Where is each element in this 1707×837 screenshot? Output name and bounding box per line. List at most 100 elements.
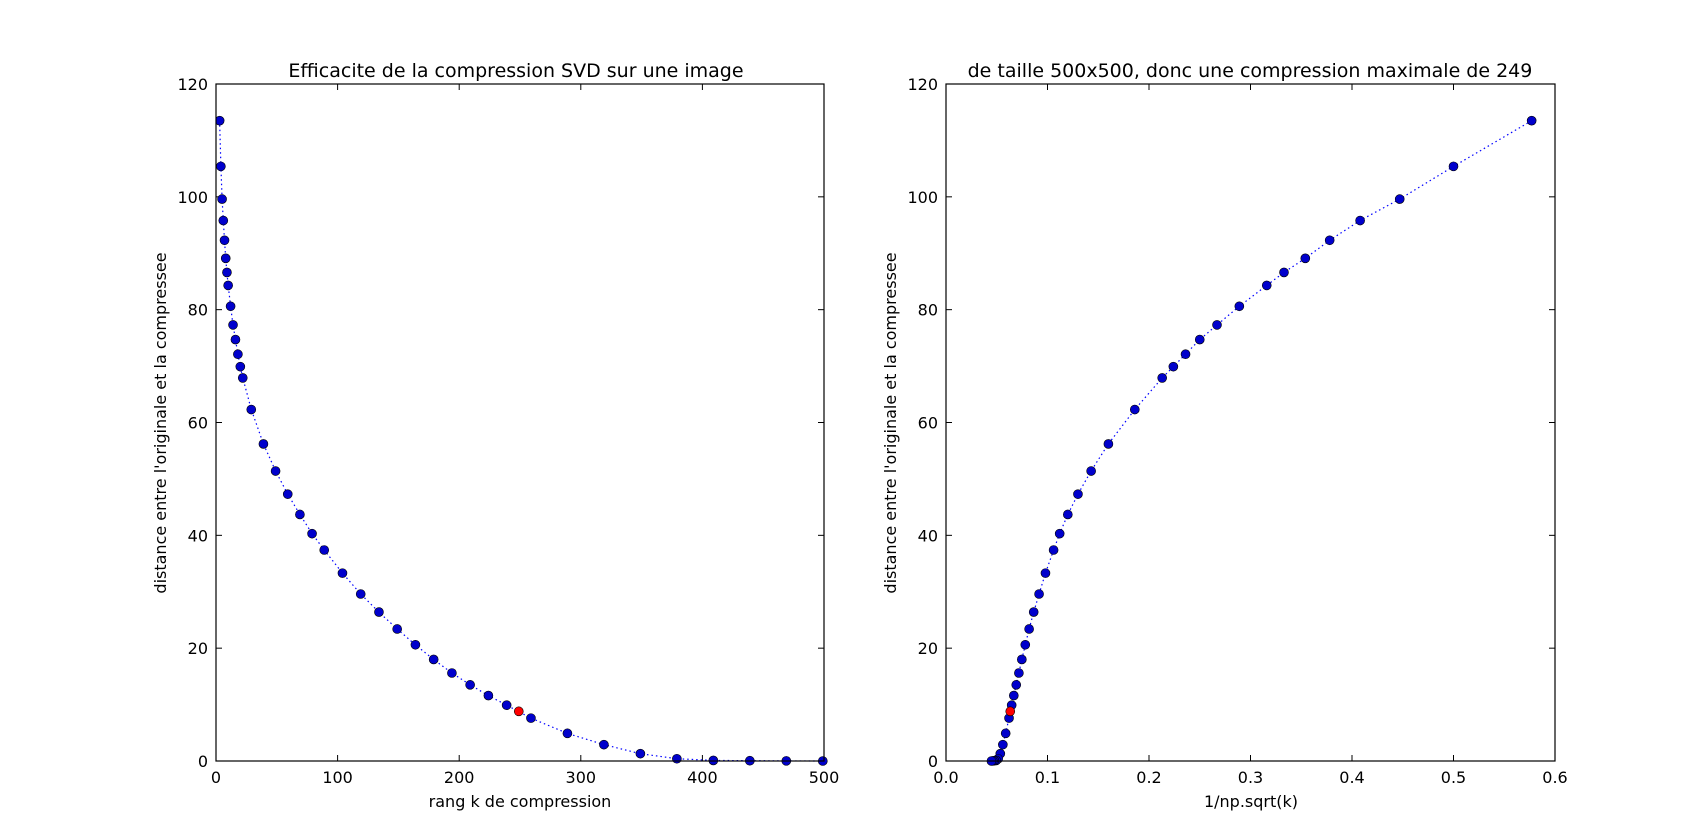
right-y-tick-label: 80 bbox=[918, 301, 938, 320]
left-data-point bbox=[225, 301, 236, 312]
left-subplot: Efficacite de la compression SVD sur une… bbox=[151, 60, 839, 811]
right-data-point bbox=[1040, 568, 1051, 578]
left-data-point bbox=[258, 439, 269, 449]
left-data-point bbox=[465, 680, 475, 690]
left-data-point bbox=[355, 589, 366, 599]
left-data-point bbox=[230, 334, 241, 345]
right-data-point bbox=[1194, 334, 1205, 345]
left-x-tick-label: 500 bbox=[809, 768, 840, 787]
right-data-point bbox=[1355, 215, 1365, 226]
left-data-point bbox=[237, 373, 248, 383]
left-data-point bbox=[428, 654, 439, 665]
left-data-point bbox=[217, 194, 227, 204]
right-data-point bbox=[1180, 349, 1191, 360]
left-x-tick-label: 100 bbox=[322, 768, 353, 787]
left-data-point bbox=[216, 115, 225, 126]
left-y-tick-label: 120 bbox=[177, 75, 208, 94]
right-data-point bbox=[1017, 654, 1027, 665]
right-data-point bbox=[1024, 624, 1034, 634]
left-data-point bbox=[222, 267, 232, 278]
right-chart-title: de taille 500x500, donc une compression … bbox=[968, 60, 1533, 82]
right-data-point bbox=[1054, 528, 1065, 539]
right-x-tick-label: 0.0 bbox=[933, 768, 958, 787]
left-data-point bbox=[233, 349, 243, 360]
left-data-point bbox=[219, 235, 230, 246]
right-y-tick-label: 0 bbox=[928, 752, 938, 771]
right-series-line bbox=[991, 120, 1533, 762]
right-data-point bbox=[1279, 267, 1289, 278]
right-data-point bbox=[1394, 194, 1405, 204]
right-highlight-point bbox=[1005, 706, 1016, 717]
right-data-point bbox=[1073, 489, 1083, 499]
left-data-point bbox=[562, 728, 573, 739]
left-y-tick-label: 100 bbox=[177, 188, 208, 207]
left-data-point bbox=[501, 700, 512, 710]
right-x-tick-label: 0.6 bbox=[1542, 768, 1567, 787]
right-y-tick-label: 100 bbox=[907, 188, 938, 207]
left-data-point bbox=[337, 568, 348, 578]
right-data-point bbox=[1448, 161, 1459, 172]
right-data-point bbox=[1157, 373, 1167, 383]
left-data-point bbox=[392, 624, 402, 634]
left-x-axis-label: rang k de compression bbox=[429, 792, 612, 811]
right-x-tick-label: 0.5 bbox=[1441, 768, 1466, 787]
left-data-point bbox=[307, 528, 317, 539]
right-data-point bbox=[1063, 509, 1073, 520]
left-data-point bbox=[410, 639, 421, 650]
right-x-axis-label: 1/np.sqrt(k) bbox=[1204, 792, 1298, 811]
left-data-point bbox=[483, 690, 494, 701]
left-y-axis-label: distance entre l'originale et la compres… bbox=[151, 252, 170, 593]
left-x-tick-label: 200 bbox=[444, 768, 475, 787]
left-data-point bbox=[223, 280, 233, 291]
right-data-point bbox=[1011, 680, 1022, 690]
left-y-tick-label: 80 bbox=[188, 301, 208, 320]
left-highlight-point bbox=[513, 706, 524, 717]
left-data-point bbox=[282, 489, 293, 499]
right-markers bbox=[986, 115, 1537, 766]
right-data-point bbox=[1103, 439, 1114, 449]
left-data-point bbox=[635, 748, 646, 759]
right-data-point bbox=[1020, 639, 1031, 650]
left-y-tick-label: 40 bbox=[188, 526, 208, 545]
right-data-point bbox=[1028, 607, 1039, 617]
left-data-point bbox=[599, 739, 609, 750]
left-data-point bbox=[235, 361, 246, 372]
right-x-tick-label: 0.1 bbox=[1035, 768, 1060, 787]
right-y-tick-label: 20 bbox=[918, 639, 938, 658]
right-data-point bbox=[1034, 589, 1044, 599]
left-data-point bbox=[319, 545, 330, 555]
right-data-point bbox=[1009, 690, 1019, 701]
left-data-point bbox=[220, 253, 231, 264]
left-data-point bbox=[228, 320, 238, 330]
left-data-point bbox=[447, 668, 457, 678]
right-data-point bbox=[1168, 361, 1179, 372]
right-data-point bbox=[1014, 668, 1024, 678]
left-plot-frame bbox=[215, 83, 825, 762]
left-data-point bbox=[218, 215, 229, 226]
right-data-point bbox=[1324, 235, 1335, 246]
right-x-tick-label: 0.3 bbox=[1238, 768, 1263, 787]
right-data-point bbox=[1000, 728, 1011, 739]
left-chart-title: Efficacite de la compression SVD sur une… bbox=[288, 60, 743, 82]
right-subplot: de taille 500x500, donc une compression … bbox=[881, 60, 1568, 811]
right-data-point bbox=[1048, 545, 1059, 555]
right-y-tick-label: 60 bbox=[918, 414, 938, 433]
right-data-point bbox=[1526, 115, 1537, 126]
left-y-tick-label: 0 bbox=[198, 752, 208, 771]
right-data-point bbox=[1234, 301, 1245, 312]
right-x-tick-label: 0.4 bbox=[1339, 768, 1364, 787]
left-markers bbox=[216, 115, 828, 766]
right-data-point bbox=[1212, 320, 1222, 330]
right-data-point bbox=[998, 739, 1008, 750]
left-data-point bbox=[270, 466, 281, 476]
right-data-point bbox=[1300, 253, 1311, 264]
left-data-point bbox=[672, 753, 682, 764]
left-data-point bbox=[216, 161, 226, 172]
left-x-tick-label: 300 bbox=[566, 768, 597, 787]
right-data-point bbox=[1129, 404, 1140, 415]
right-x-tick-label: 0.2 bbox=[1136, 768, 1161, 787]
left-y-tick-label: 60 bbox=[188, 414, 208, 433]
left-series-line bbox=[219, 120, 823, 762]
